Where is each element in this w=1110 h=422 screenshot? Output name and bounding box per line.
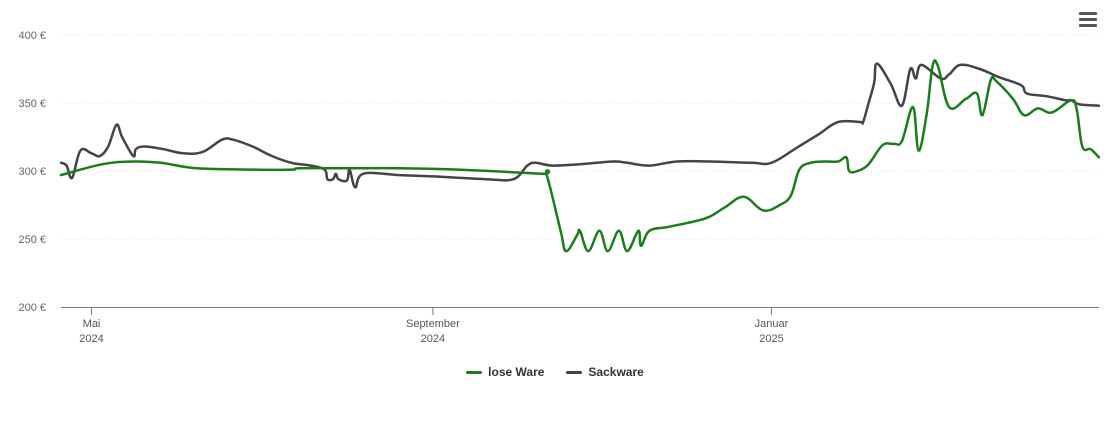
x-tick-month: September <box>406 318 460 330</box>
y-axis-labels: 400 € 350 € 300 € 250 € 200 € <box>18 30 46 314</box>
x-tick-month: Mai <box>83 318 101 330</box>
y-tick-label: 250 € <box>18 234 46 246</box>
legend-swatch-sackware <box>566 370 583 374</box>
x-tick-year: 2024 <box>79 333 103 345</box>
grid-lines <box>61 34 1099 240</box>
y-tick-label: 200 € <box>18 302 46 314</box>
series-lines <box>59 59 1101 253</box>
legend-swatch-lose-ware <box>466 370 483 374</box>
y-tick-label: 300 € <box>18 166 46 178</box>
x-tick-year: 2025 <box>759 333 783 345</box>
legend-label: Sackware <box>588 365 644 379</box>
legend-label: lose Ware <box>488 365 545 379</box>
series-line-lose-ware[interactable] <box>59 59 1101 253</box>
legend-item-lose-ware[interactable]: lose Ware <box>466 365 544 379</box>
y-tick-label: 400 € <box>18 30 46 42</box>
line-chart: 400 € 350 € 300 € 250 € 200 € Mai 2024 Septemb… <box>18 30 1101 345</box>
x-tick-month: Januar <box>755 318 789 330</box>
y-tick-label: 350 € <box>18 98 46 110</box>
legend: lose Ware Sackware <box>0 362 1110 382</box>
legend-item-sackware[interactable]: Sackware <box>566 365 644 379</box>
x-axis: Mai 2024 September 2024 Januar 2025 <box>61 307 1099 345</box>
chart-menu-icon[interactable] <box>1077 12 1099 32</box>
x-tick-year: 2024 <box>421 333 445 345</box>
